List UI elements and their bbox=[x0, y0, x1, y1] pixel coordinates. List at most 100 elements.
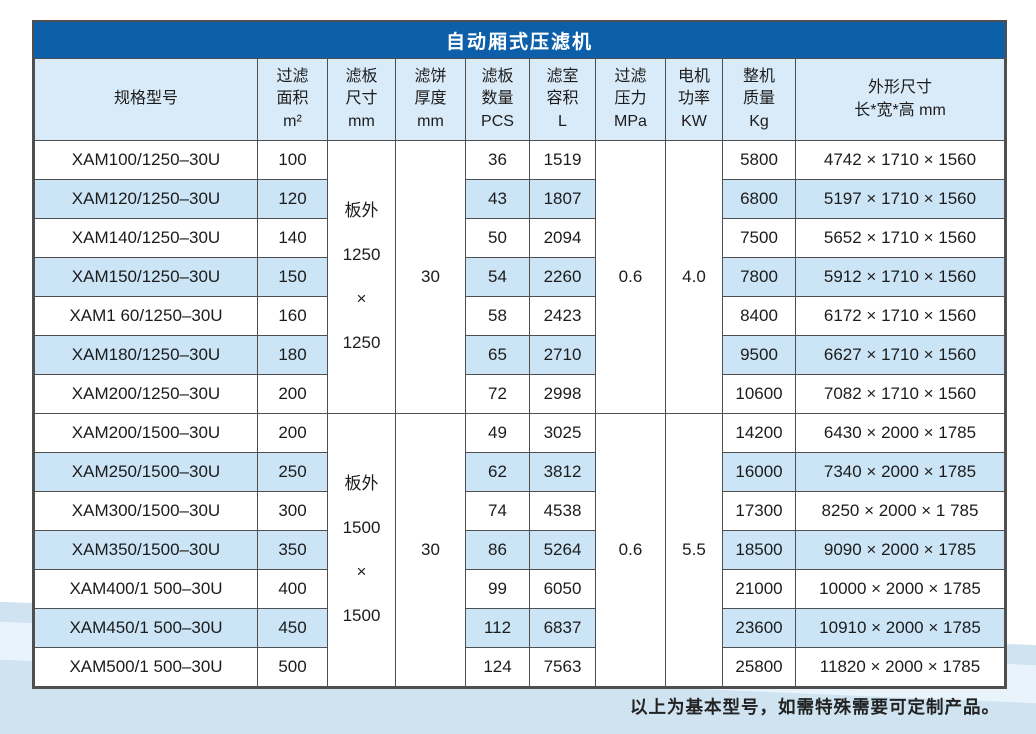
table-row: XAM250/1500–30U 250 62 3812 16000 7340 × 2000… bbox=[34, 452, 1005, 492]
dimensions-cell: 5912 × 1710 × 1560 bbox=[795, 257, 1005, 297]
cake-thickness-cell: 30 bbox=[395, 140, 466, 414]
cake-thickness-cell: 30 bbox=[395, 413, 466, 687]
machine-weight-cell: 6800 bbox=[722, 179, 796, 219]
plate-count-cell: 58 bbox=[465, 296, 530, 336]
chamber-volume-cell: 3812 bbox=[529, 452, 596, 492]
motor-power-cell: 4.0 bbox=[665, 140, 723, 414]
column-header-area: 过滤 面积 m² bbox=[257, 58, 328, 141]
filter-area-cell: 100 bbox=[257, 140, 328, 180]
filter-pressure-cell: 0.6 bbox=[595, 140, 666, 414]
dimensions-cell: 5197 × 1710 × 1560 bbox=[795, 179, 1005, 219]
machine-weight-cell: 7800 bbox=[722, 257, 796, 297]
machine-weight-cell: 17300 bbox=[722, 491, 796, 531]
dimensions-cell: 11820 × 2000 × 1785 bbox=[795, 647, 1005, 687]
plate-count-cell: 65 bbox=[465, 335, 530, 375]
plate-count-cell: 72 bbox=[465, 374, 530, 414]
machine-weight-cell: 9500 bbox=[722, 335, 796, 375]
chamber-volume-cell: 2998 bbox=[529, 374, 596, 414]
chamber-volume-cell: 6050 bbox=[529, 569, 596, 609]
plate-count-cell: 112 bbox=[465, 608, 530, 648]
model-cell: XAM120/1250–30U bbox=[34, 179, 258, 219]
chamber-volume-cell: 1807 bbox=[529, 179, 596, 219]
filter-pressure-cell: 0.6 bbox=[595, 413, 666, 687]
table-row: XAM500/1 500–30U 500 124 7563 25800 11820 × 2… bbox=[34, 647, 1005, 687]
machine-weight-cell: 5800 bbox=[722, 140, 796, 180]
machine-weight-cell: 16000 bbox=[722, 452, 796, 492]
dimensions-cell: 9090 × 2000 × 1785 bbox=[795, 530, 1005, 570]
dimensions-cell: 7082 × 1710 × 1560 bbox=[795, 374, 1005, 414]
model-cell: XAM450/1 500–30U bbox=[34, 608, 258, 648]
column-header-weight: 整机 质量 Kg bbox=[722, 58, 796, 141]
spec-table-body: XAM100/1250–30U 100 板外 1250 × 1250 30 36 1519… bbox=[34, 140, 1005, 687]
chamber-volume-cell: 2423 bbox=[529, 296, 596, 336]
plate-count-cell: 86 bbox=[465, 530, 530, 570]
model-cell: XAM1 60/1250–30U bbox=[34, 296, 258, 336]
column-header-count: 滤板 数量 PCS bbox=[465, 58, 530, 141]
dimensions-cell: 6627 × 1710 × 1560 bbox=[795, 335, 1005, 375]
plate-size-cell: 板外 1500 × 1500 bbox=[327, 413, 396, 687]
chamber-volume-cell: 2260 bbox=[529, 257, 596, 297]
dimensions-cell: 8250 × 2000 × 1 785 bbox=[795, 491, 1005, 531]
chamber-volume-cell: 7563 bbox=[529, 647, 596, 687]
machine-weight-cell: 25800 bbox=[722, 647, 796, 687]
table-row: XAM200/1250–30U 200 72 2998 10600 7082 × 1710… bbox=[34, 374, 1005, 414]
plate-count-cell: 99 bbox=[465, 569, 530, 609]
table-row: XAM150/1250–30U 150 54 2260 7800 5912 × 1710 … bbox=[34, 257, 1005, 297]
plate-count-cell: 36 bbox=[465, 140, 530, 180]
model-cell: XAM200/1500–30U bbox=[34, 413, 258, 453]
table-row: XAM450/1 500–30U 450 112 6837 23600 10910 × 2… bbox=[34, 608, 1005, 648]
model-cell: XAM300/1500–30U bbox=[34, 491, 258, 531]
model-cell: XAM350/1500–30U bbox=[34, 530, 258, 570]
filter-area-cell: 350 bbox=[257, 530, 328, 570]
machine-weight-cell: 14200 bbox=[722, 413, 796, 453]
column-header-power: 电机 功率 KW bbox=[665, 58, 723, 141]
model-cell: XAM100/1250–30U bbox=[34, 140, 258, 180]
plate-count-cell: 124 bbox=[465, 647, 530, 687]
filter-area-cell: 150 bbox=[257, 257, 328, 297]
plate-count-cell: 74 bbox=[465, 491, 530, 531]
table-row: XAM200/1500–30U 200 板外 1500 × 1500 30 49 3025… bbox=[34, 413, 1005, 687]
model-cell: XAM250/1500–30U bbox=[34, 452, 258, 492]
filter-area-cell: 300 bbox=[257, 491, 328, 531]
filter-area-cell: 200 bbox=[257, 413, 328, 453]
table-row: XAM300/1500–30U 300 74 4538 17300 8250 × 2000… bbox=[34, 491, 1005, 531]
column-header-volume: 滤室 容积 L bbox=[529, 58, 596, 141]
column-header-press: 过滤 压力 MPa bbox=[595, 58, 666, 141]
column-header-cake: 滤饼 厚度 mm bbox=[395, 58, 466, 141]
chamber-volume-cell: 2710 bbox=[529, 335, 596, 375]
dimensions-cell: 6430 × 2000 × 1785 bbox=[795, 413, 1005, 453]
spec-table: 规格型号 过滤 面积 m² 滤板 尺寸 mm 滤饼 厚度 mm 滤板 数量 PCS 滤室 … bbox=[34, 58, 1005, 687]
filter-area-cell: 140 bbox=[257, 218, 328, 258]
dimensions-cell: 7340 × 2000 × 1785 bbox=[795, 452, 1005, 492]
plate-count-cell: 54 bbox=[465, 257, 530, 297]
filter-area-cell: 250 bbox=[257, 452, 328, 492]
spec-table-container: 自动厢式压滤机 规格型号 过滤 面积 m² 滤板 尺寸 mm 滤饼 厚度 mm 滤板 数… bbox=[32, 20, 1007, 689]
table-row: XAM350/1500–30U 350 86 5264 18500 9090 × 2000… bbox=[34, 530, 1005, 570]
filter-area-cell: 200 bbox=[257, 374, 328, 414]
machine-weight-cell: 8400 bbox=[722, 296, 796, 336]
model-cell: XAM200/1250–30U bbox=[34, 374, 258, 414]
table-row: XAM180/1250–30U 180 65 2710 9500 6627 × 1710 … bbox=[34, 335, 1005, 375]
table-title: 自动厢式压滤机 bbox=[34, 22, 1005, 58]
footer-note: 以上为基本型号，如需特殊需要可定制产品。 bbox=[630, 697, 1000, 717]
model-cell: XAM180/1250–30U bbox=[34, 335, 258, 375]
plate-count-cell: 50 bbox=[465, 218, 530, 258]
filter-area-cell: 450 bbox=[257, 608, 328, 648]
chamber-volume-cell: 5264 bbox=[529, 530, 596, 570]
dimensions-cell: 6172 × 1710 × 1560 bbox=[795, 296, 1005, 336]
table-row: XAM120/1250–30U 120 43 1807 6800 5197 × 1710 … bbox=[34, 179, 1005, 219]
filter-area-cell: 180 bbox=[257, 335, 328, 375]
machine-weight-cell: 7500 bbox=[722, 218, 796, 258]
plate-count-cell: 43 bbox=[465, 179, 530, 219]
column-header-plate: 滤板 尺寸 mm bbox=[327, 58, 396, 141]
model-cell: XAM150/1250–30U bbox=[34, 257, 258, 297]
machine-weight-cell: 10600 bbox=[722, 374, 796, 414]
chamber-volume-cell: 6837 bbox=[529, 608, 596, 648]
table-row: XAM1 60/1250–30U 160 58 2423 8400 6172 × 1710… bbox=[34, 296, 1005, 336]
filter-area-cell: 160 bbox=[257, 296, 328, 336]
chamber-volume-cell: 4538 bbox=[529, 491, 596, 531]
table-row: XAM400/1 500–30U 400 99 6050 21000 10000 × 20… bbox=[34, 569, 1005, 609]
column-header-dims: 外形尺寸 长*宽*高 mm bbox=[795, 58, 1005, 141]
dimensions-cell: 10000 × 2000 × 1785 bbox=[795, 569, 1005, 609]
plate-count-cell: 49 bbox=[465, 413, 530, 453]
